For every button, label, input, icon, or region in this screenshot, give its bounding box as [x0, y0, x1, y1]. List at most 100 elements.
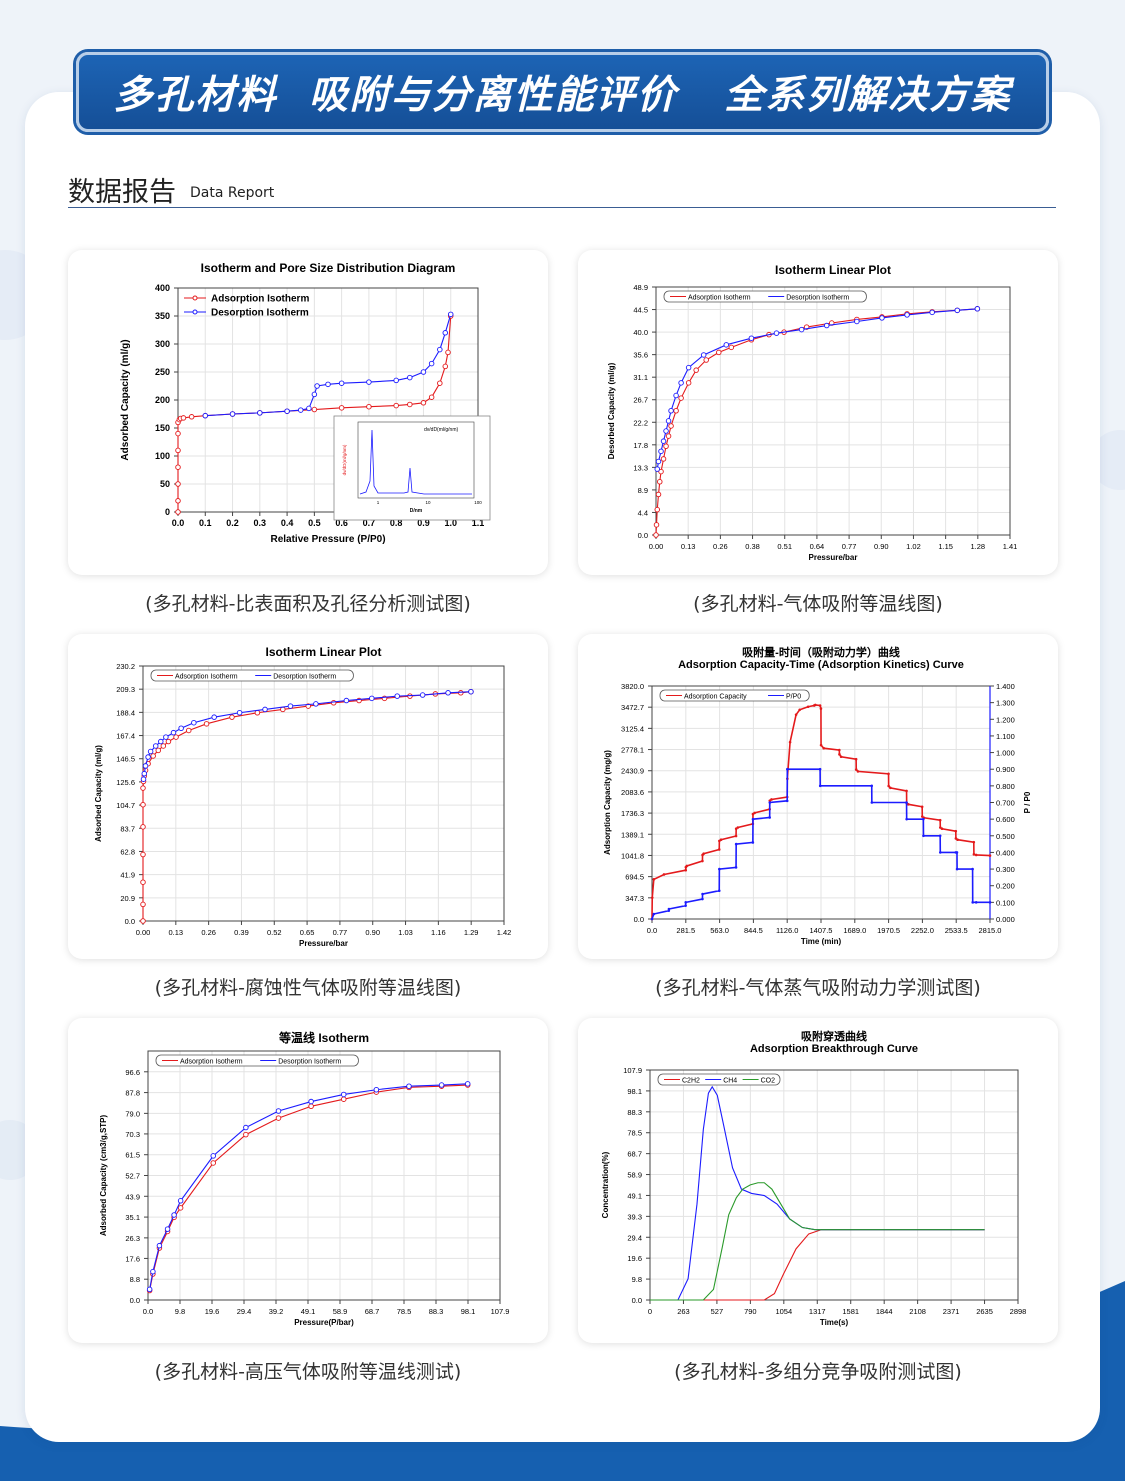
x-tick-label: 2635	[976, 1307, 993, 1316]
legend-box	[663, 290, 867, 303]
x-tick-label: 1.02	[906, 542, 921, 551]
inset-x-tick-label: 10	[425, 500, 431, 505]
data-point	[393, 402, 399, 409]
data-point	[445, 349, 451, 356]
section-title-en: Data Report	[190, 185, 275, 201]
y-tick-label: 9.8	[632, 1275, 642, 1284]
data-point	[152, 743, 159, 749]
data-point	[673, 392, 679, 399]
data-point	[818, 704, 822, 707]
legend-label: CO2	[761, 1078, 776, 1085]
legend-label: Desorption Isotherm	[211, 308, 309, 319]
y-tick-label: 350	[155, 311, 170, 321]
y2-tick-label: 0.900	[996, 765, 1015, 774]
y-tick-label: 107.9	[623, 1066, 642, 1075]
data-point	[700, 352, 707, 358]
data-point	[210, 1160, 216, 1166]
x-tick-label: 844.5	[744, 926, 763, 935]
y-tick-label: 70.3	[125, 1130, 140, 1139]
y-tick-label: 19.6	[627, 1254, 642, 1263]
data-point	[856, 770, 860, 773]
data-point	[719, 838, 723, 842]
data-point	[313, 701, 319, 707]
data-point	[407, 401, 413, 408]
data-point	[819, 743, 823, 747]
series-line	[142, 691, 471, 780]
y-tick-label: 8.9	[638, 486, 648, 495]
x-tick-label: 0.8	[390, 518, 403, 528]
y-tick-label: 1736.3	[621, 809, 644, 818]
y-axis-label: Concentration(%)	[601, 1151, 610, 1218]
y-axis-label: Adsorption Capacity (mg/g)	[603, 750, 612, 855]
data-point	[141, 770, 148, 777]
legend-marker	[192, 309, 198, 315]
data-point	[788, 740, 792, 744]
data-point	[175, 498, 181, 504]
data-point	[839, 755, 843, 759]
data-point	[818, 784, 822, 788]
y2-tick-label: 0.500	[996, 832, 1015, 841]
x-tick-label: 58.9	[333, 1307, 348, 1316]
data-point	[940, 827, 944, 831]
data-point	[325, 381, 331, 388]
x-tick-label: 2252.0	[911, 926, 934, 935]
legend-box	[155, 1054, 359, 1067]
data-point	[366, 403, 372, 410]
x-tick-label: 790	[744, 1307, 757, 1316]
data-point	[929, 309, 935, 316]
data-point	[768, 801, 772, 804]
inset-x-tick-label: 1	[377, 500, 380, 505]
data-point	[678, 395, 684, 401]
y-tick-label: 78.5	[627, 1129, 642, 1138]
data-point	[236, 709, 243, 716]
data-point	[854, 757, 858, 761]
chart-subtitle: Adsorption Breakthrough Curve	[750, 1043, 918, 1055]
data-point	[753, 811, 756, 815]
data-point	[818, 767, 822, 771]
data-point	[736, 826, 740, 829]
y2-tick-label: 0.800	[996, 782, 1015, 791]
x-tick-label: 2533.5	[945, 926, 968, 935]
y2-tick-label: 1.000	[996, 749, 1015, 758]
data-point	[734, 866, 738, 869]
x-tick-label: 1.15	[938, 542, 953, 551]
data-point	[718, 867, 721, 871]
y-tick-label: 2083.6	[621, 788, 644, 797]
data-point	[140, 801, 146, 808]
y-axis-label: Adsorbed Capacity (ml/g)	[94, 745, 103, 842]
y-tick-label: 0.0	[130, 1296, 140, 1305]
data-point	[665, 433, 672, 439]
series-line	[650, 1182, 985, 1301]
inset-curve	[359, 429, 472, 495]
data-point	[974, 901, 978, 904]
data-point	[650, 917, 654, 921]
data-point	[667, 907, 671, 911]
x-tick-label: 1.41	[1003, 542, 1018, 551]
x-tick-label: 1054	[775, 1307, 792, 1316]
x-tick-label: 1.1	[472, 518, 485, 528]
y-tick-label: 3125.4	[621, 724, 644, 733]
data-point	[140, 879, 146, 885]
data-point	[394, 693, 400, 699]
y-tick-label: 8.8	[130, 1275, 140, 1284]
data-point	[974, 306, 981, 312]
data-point	[887, 772, 890, 776]
y-tick-label: 0.0	[634, 915, 644, 924]
y-tick-label: 52.7	[125, 1172, 140, 1181]
y-tick-label: 3472.7	[621, 703, 644, 712]
x-tick-label: 0.3	[254, 518, 267, 528]
data-point	[870, 784, 874, 788]
data-point	[428, 394, 435, 400]
x-tick-label: 88.3	[429, 1307, 444, 1316]
data-point	[229, 411, 236, 417]
data-point	[155, 747, 162, 754]
x-tick-label: 0.65	[300, 928, 315, 937]
data-point	[684, 868, 688, 872]
data-point	[786, 767, 789, 771]
data-point	[257, 410, 263, 416]
title-banner: 多孔材料 吸附与分离性能评价 全系列解决方案	[76, 52, 1049, 132]
data-point	[823, 322, 830, 329]
y2-tick-label: 0.100	[996, 898, 1015, 907]
y-tick-label: 26.7	[633, 396, 648, 405]
data-point	[685, 364, 692, 371]
